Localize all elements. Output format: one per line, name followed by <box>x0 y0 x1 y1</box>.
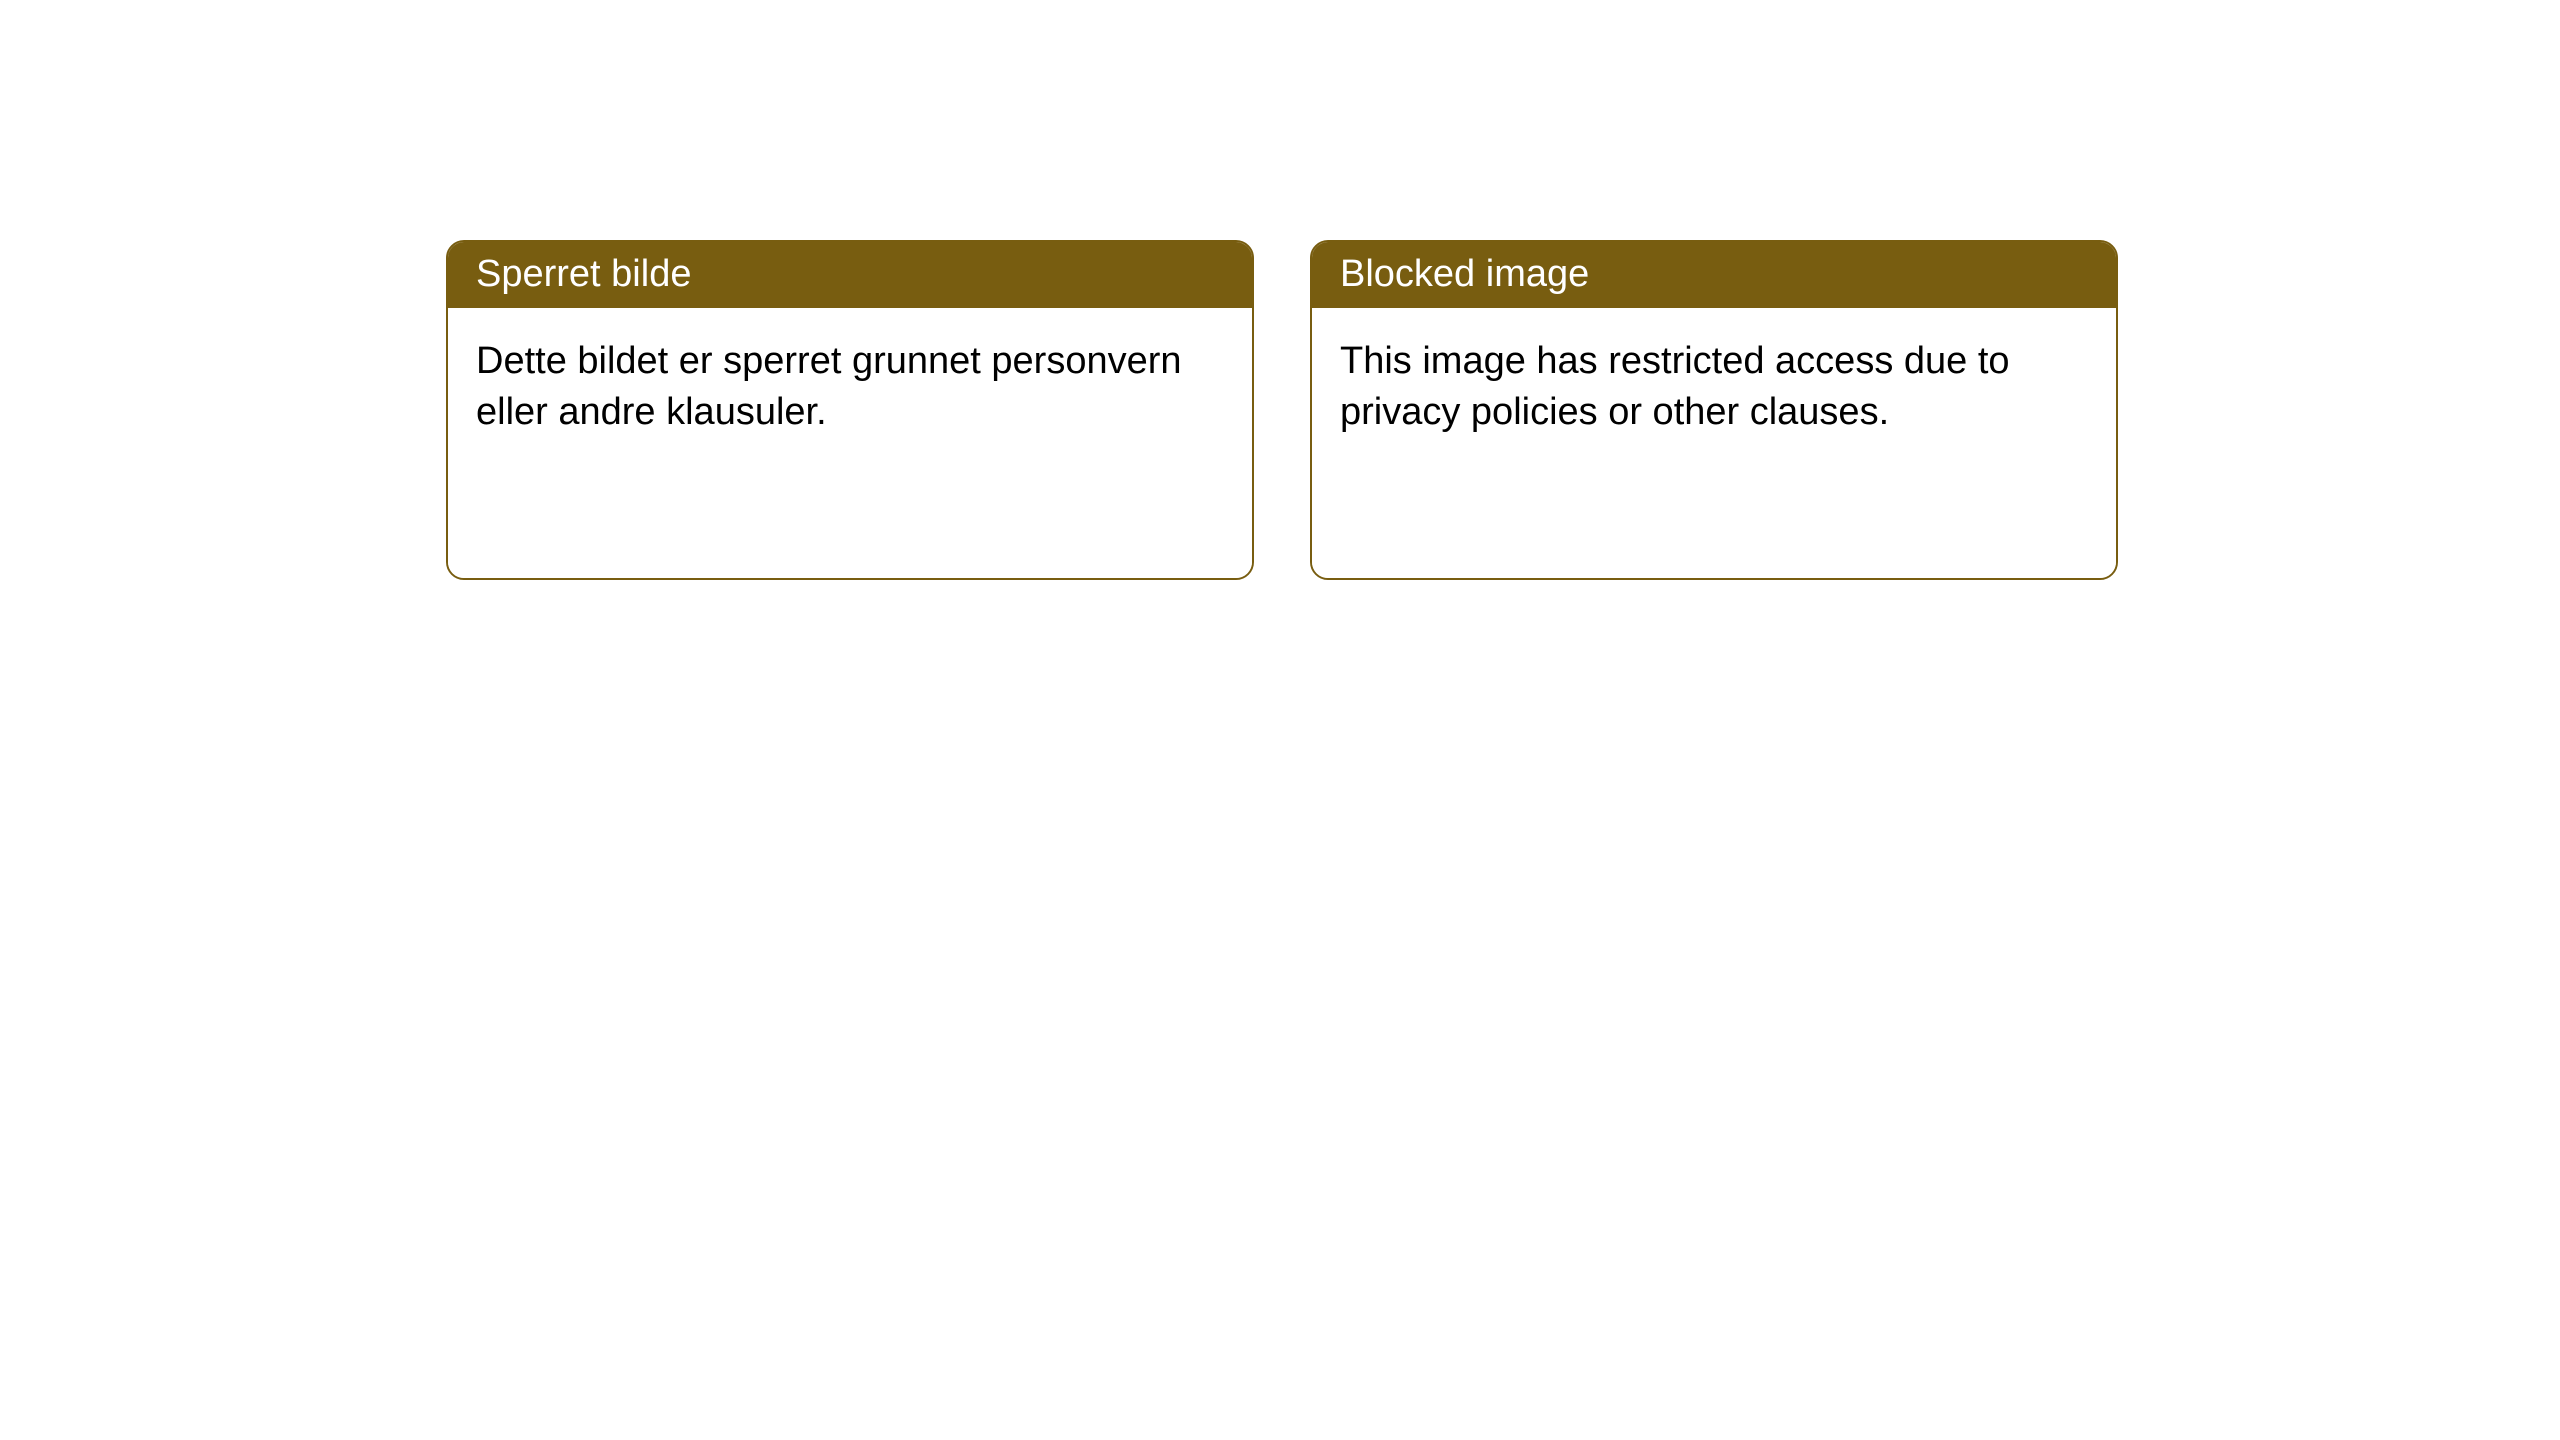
notice-body-english: This image has restricted access due to … <box>1312 308 2116 578</box>
notice-card-english: Blocked image This image has restricted … <box>1310 240 2118 580</box>
notice-card-norwegian: Sperret bilde Dette bildet er sperret gr… <box>446 240 1254 580</box>
notice-header-english: Blocked image <box>1312 242 2116 308</box>
notice-body-norwegian: Dette bildet er sperret grunnet personve… <box>448 308 1252 578</box>
notice-header-norwegian: Sperret bilde <box>448 242 1252 308</box>
notice-container: Sperret bilde Dette bildet er sperret gr… <box>0 0 2560 580</box>
